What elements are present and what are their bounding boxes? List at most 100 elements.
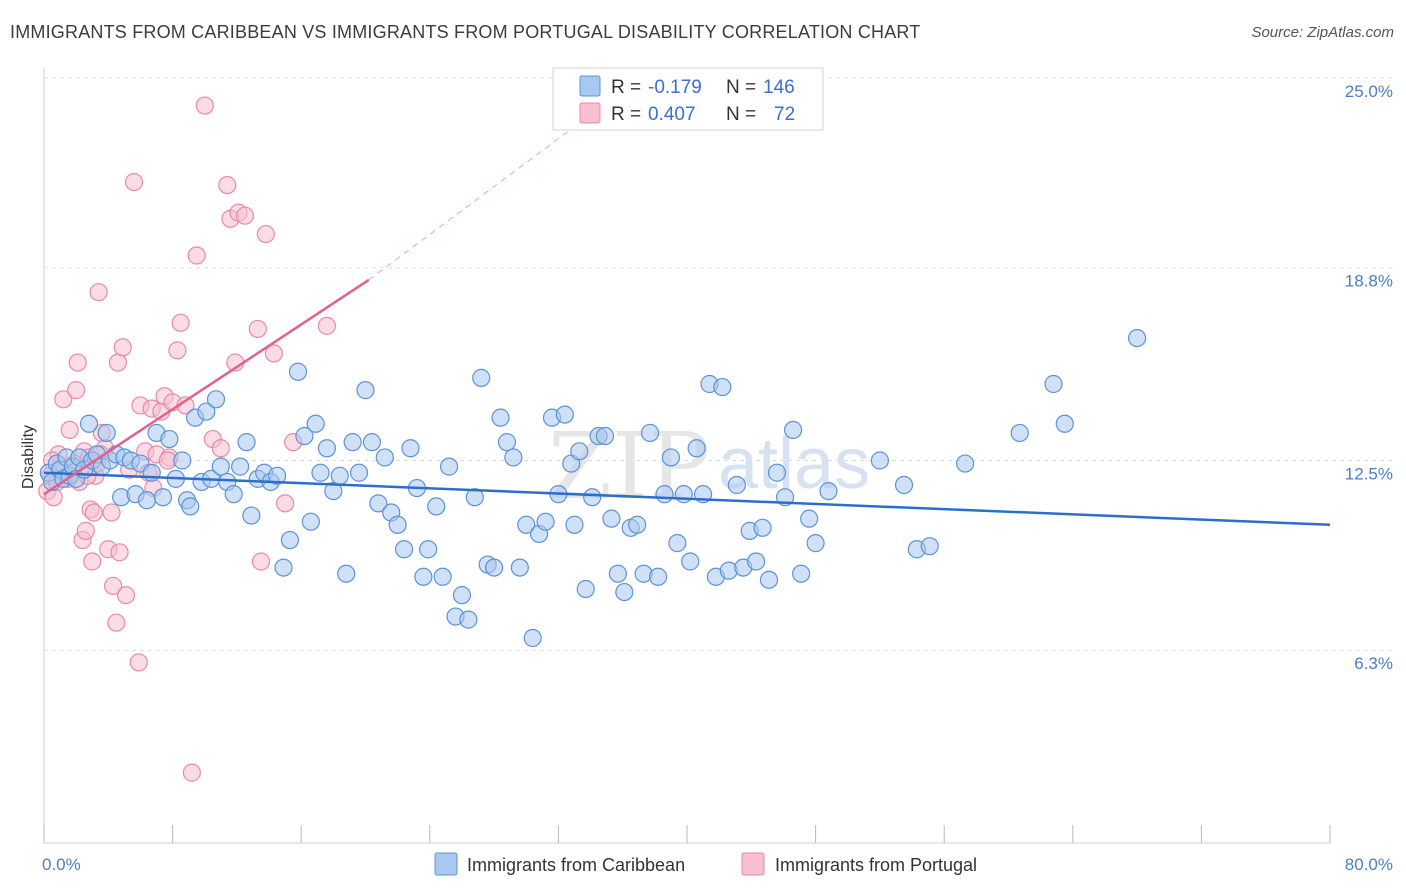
blue-point (472, 368, 491, 387)
y-axis-label: Disability (20, 425, 37, 489)
blue-point (1055, 414, 1074, 433)
blue-point (615, 582, 634, 602)
blue-point (628, 515, 647, 534)
blue-point (523, 628, 542, 648)
blue-point (687, 439, 706, 458)
blue-point (242, 506, 261, 525)
series-legend: Immigrants from Caribbean Immigrants fro… (434, 852, 977, 876)
pink-point (89, 283, 108, 302)
pink-point (54, 390, 73, 409)
pink-point (171, 313, 190, 332)
pink-trend-extension (368, 114, 591, 281)
blue-point (894, 475, 914, 495)
blue-point (356, 381, 375, 400)
pink-trend-line (43, 278, 370, 496)
blue-point (79, 414, 99, 433)
blue-point (1127, 329, 1147, 348)
blue-point (301, 512, 320, 531)
blue-point (274, 558, 293, 577)
blue-point (97, 423, 116, 443)
blue-point (668, 534, 687, 553)
pink-point (67, 381, 86, 400)
correlation-legend: R = -0.179 N = 146 R = 0.407 N = 72 (552, 67, 824, 131)
bottom-legend-label-caribbean: Immigrants from Caribbean (467, 855, 685, 875)
pink-point (129, 653, 148, 672)
pink-point (251, 552, 271, 571)
blue-point (295, 426, 314, 446)
pink-point (76, 521, 95, 540)
pink-point (124, 172, 144, 192)
pink-point (68, 353, 87, 372)
blue-point (153, 488, 173, 507)
pink-point (211, 439, 230, 458)
blue-point (206, 390, 226, 409)
pink-point (317, 316, 337, 335)
blue-point (576, 579, 595, 599)
blue-point (485, 558, 504, 577)
legend-r-label-blue: R = (611, 77, 641, 98)
blue-point (767, 463, 787, 482)
x-tick-label: 0.0% (42, 855, 81, 874)
blue-point (870, 451, 890, 470)
blue-point (608, 564, 627, 583)
bottom-legend-swatch-blue (434, 852, 458, 876)
pink-point (108, 353, 128, 372)
blue-point (306, 414, 325, 433)
blue-point (362, 433, 382, 452)
legend-swatch-blue (579, 75, 601, 97)
pink-point (248, 319, 267, 339)
pink-point (113, 338, 132, 357)
blue-point (419, 540, 438, 559)
blue-point (806, 534, 825, 553)
blue-point (713, 377, 732, 397)
blue-point (280, 530, 300, 550)
blue-point (595, 426, 615, 446)
y-tick-label: 6.3% (1354, 654, 1393, 673)
blue-point (792, 564, 811, 583)
blue-point (211, 457, 230, 476)
pink-point (276, 494, 295, 513)
blue-point (570, 442, 589, 461)
blue-point (510, 558, 529, 577)
axes: 6.3% 12.5% 18.8% 25.0% 0.0% 80.0% (42, 68, 1393, 874)
legend-n-label-pink: N = (726, 104, 756, 125)
blue-point (142, 463, 161, 482)
blue-point (317, 439, 337, 458)
blue-point (401, 439, 420, 458)
blue-point (137, 491, 156, 510)
pink-point (110, 543, 129, 562)
blue-point (783, 420, 803, 439)
blue-point (1044, 374, 1063, 394)
pink-point (182, 763, 201, 782)
blue-point (555, 405, 574, 424)
blue-point (181, 497, 200, 516)
blue-trend-line (43, 471, 1331, 527)
y-tick-label: 25.0% (1345, 82, 1393, 101)
blue-point (648, 567, 668, 586)
blue-point (324, 482, 343, 501)
pink-point (264, 344, 283, 363)
blue-point (497, 433, 517, 452)
blue-point (640, 423, 660, 443)
blue-point (491, 408, 510, 427)
blue-point (655, 485, 674, 504)
pink-point (84, 503, 103, 522)
blue-point (197, 402, 216, 421)
blue-point (681, 552, 700, 571)
pink-point (187, 246, 206, 265)
blue-point (224, 485, 243, 504)
blue-point (173, 451, 192, 470)
pink-point (107, 613, 126, 632)
blue-point (237, 433, 256, 452)
blue-point (375, 448, 394, 467)
blue-point (330, 466, 349, 485)
legend-swatch-pink (579, 102, 601, 124)
bottom-legend-swatch-pink (741, 852, 765, 876)
blue-point (439, 457, 459, 476)
blue-point (288, 362, 308, 381)
legend-n-value-blue: 146 (763, 77, 795, 98)
blue-point (565, 515, 584, 534)
legend-r-label-pink: R = (611, 104, 641, 125)
y-tick-label: 18.8% (1345, 272, 1393, 291)
